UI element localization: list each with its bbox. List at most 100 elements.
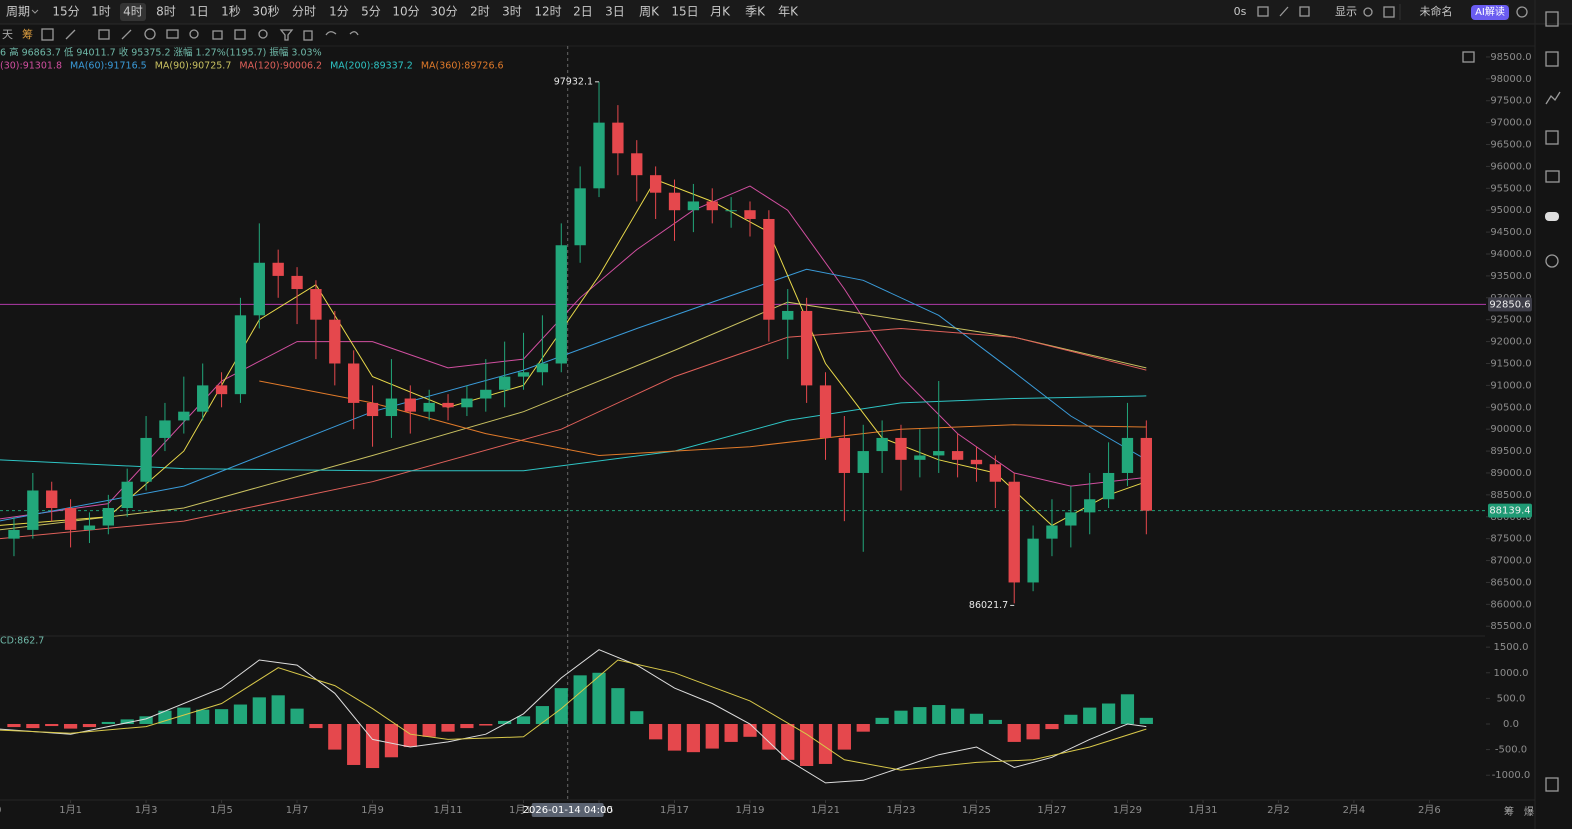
period-button[interactable]: 3日: [605, 5, 625, 19]
tool-button[interactable]: 爆: [1524, 806, 1534, 818]
tool-icon[interactable]: [258, 29, 268, 39]
toolbar-icon[interactable]: [1383, 6, 1395, 18]
y-tick-label: 86500.0: [1490, 577, 1531, 588]
tool-button[interactable]: 筹: [22, 27, 33, 41]
candle-body: [536, 363, 549, 373]
sidebar-icon[interactable]: [1545, 777, 1559, 792]
period-button[interactable]: 2日: [573, 5, 593, 19]
macd-bar: [384, 723, 399, 758]
macd-bar: [26, 723, 40, 729]
tool-icon[interactable]: [41, 28, 54, 41]
tool-icon[interactable]: [325, 31, 337, 36]
toolbar-icon[interactable]: [1279, 6, 1289, 17]
price-line-label: 88139.4: [1489, 506, 1530, 517]
period-button[interactable]: 周期: [6, 5, 30, 19]
tool-icon[interactable]: [166, 29, 179, 39]
tool-icon[interactable]: [349, 31, 359, 36]
tool-icon[interactable]: [144, 28, 156, 40]
period-button[interactable]: 30分: [430, 5, 457, 19]
candle-body: [914, 455, 926, 460]
period-button[interactable]: 1日: [189, 5, 209, 19]
macd-bar: [328, 723, 342, 750]
candle-body: [989, 464, 1002, 482]
toolbar-icon[interactable]: [1257, 6, 1269, 17]
legend-entry: MA(360):89726.6: [421, 61, 504, 72]
candle-body: [800, 310, 813, 386]
macd-bar: [913, 707, 927, 724]
period-button[interactable]: 月K: [710, 5, 731, 19]
period-button[interactable]: 12时: [534, 5, 561, 19]
tool-button[interactable]: 筹: [1504, 805, 1514, 818]
macd-bar: [554, 688, 568, 724]
tool-icon[interactable]: [212, 30, 223, 40]
tool-icon[interactable]: [189, 29, 199, 39]
sidebar-icon[interactable]: [1545, 170, 1560, 183]
y-tick-label: 500.0: [1497, 693, 1526, 704]
macd-bar: [667, 723, 682, 751]
candle-body: [291, 275, 303, 290]
sidebar-icon[interactable]: [1545, 130, 1559, 145]
period-button[interactable]: 30秒: [252, 5, 279, 19]
tool-button[interactable]: 天: [2, 28, 13, 41]
period-button[interactable]: 8时: [156, 5, 176, 19]
sidebar-icon[interactable]: [1545, 11, 1559, 27]
toolbar-icon[interactable]: [1516, 6, 1528, 18]
period-button[interactable]: 周K: [639, 5, 660, 19]
period-button[interactable]: 1秒: [221, 5, 241, 19]
period-button[interactable]: 10分: [392, 5, 419, 19]
period-button[interactable]: 季K: [745, 5, 766, 19]
x-tick-label: 1月9: [361, 804, 384, 816]
macd-bar: [290, 708, 304, 724]
tool-icon[interactable]: [303, 30, 313, 41]
sidebar-icon[interactable]: [1545, 51, 1559, 67]
sidebar-icon[interactable]: [1545, 212, 1559, 221]
macd-bar: [158, 710, 172, 724]
period-button[interactable]: 2时: [470, 5, 490, 19]
candle-body: [1140, 437, 1152, 511]
period-button[interactable]: 1分: [329, 5, 349, 19]
period-button[interactable]: 3时: [502, 5, 522, 19]
candle-body: [480, 389, 492, 399]
candle-body: [197, 385, 209, 412]
macd-bar: [573, 675, 587, 724]
x-tick-label: 1月5: [210, 804, 233, 816]
dea-line: [0, 659, 1147, 771]
toolbar-button[interactable]: AI解读: [1475, 5, 1505, 18]
toolbar-button[interactable]: 0s: [1234, 5, 1247, 18]
period-button[interactable]: 15日: [671, 5, 698, 19]
sidebar-icon[interactable]: [1545, 254, 1559, 268]
candle-body: [612, 122, 624, 154]
toolbar-button[interactable]: 未命名: [1420, 4, 1453, 18]
candle-body: [1102, 472, 1115, 500]
period-button[interactable]: 1时: [91, 5, 111, 19]
candle-body: [687, 201, 700, 211]
sidebar-icon[interactable]: [1545, 91, 1561, 105]
y-tick-label: 87000.0: [1490, 556, 1531, 567]
period-button[interactable]: 年K: [778, 5, 799, 19]
macd-bar: [214, 709, 229, 724]
toolbar-icon[interactable]: [1299, 6, 1310, 17]
legend-entry: (30):91301.8: [0, 61, 62, 72]
toolbar-icon[interactable]: [1462, 51, 1475, 63]
period-button[interactable]: 4时: [123, 5, 143, 19]
tool-icon[interactable]: [279, 29, 294, 41]
y-tick-label: 86000.0: [1490, 599, 1531, 610]
y-tick-label: 87500.0: [1490, 534, 1531, 545]
period-button[interactable]: 5分: [361, 5, 381, 19]
x-tick-label: 1月19: [735, 804, 764, 816]
tool-icon[interactable]: [234, 29, 246, 40]
macd-bar: [1083, 707, 1097, 724]
y-tick-label: 97500.0: [1490, 96, 1531, 107]
period-button[interactable]: 分时: [292, 5, 316, 19]
y-tick-label: 89500.0: [1490, 446, 1531, 457]
tool-icon[interactable]: [98, 29, 110, 40]
candle-body: [668, 192, 681, 211]
candle-body: [64, 508, 77, 530]
toolbar-icon[interactable]: [1363, 7, 1373, 17]
tool-icon[interactable]: [65, 29, 76, 40]
x-tick-label: 1月27: [1037, 804, 1066, 816]
tool-icon[interactable]: [121, 29, 132, 40]
macd-bar: [837, 723, 851, 750]
toolbar-button[interactable]: 显示: [1335, 5, 1357, 18]
period-button[interactable]: 15分: [52, 5, 79, 19]
